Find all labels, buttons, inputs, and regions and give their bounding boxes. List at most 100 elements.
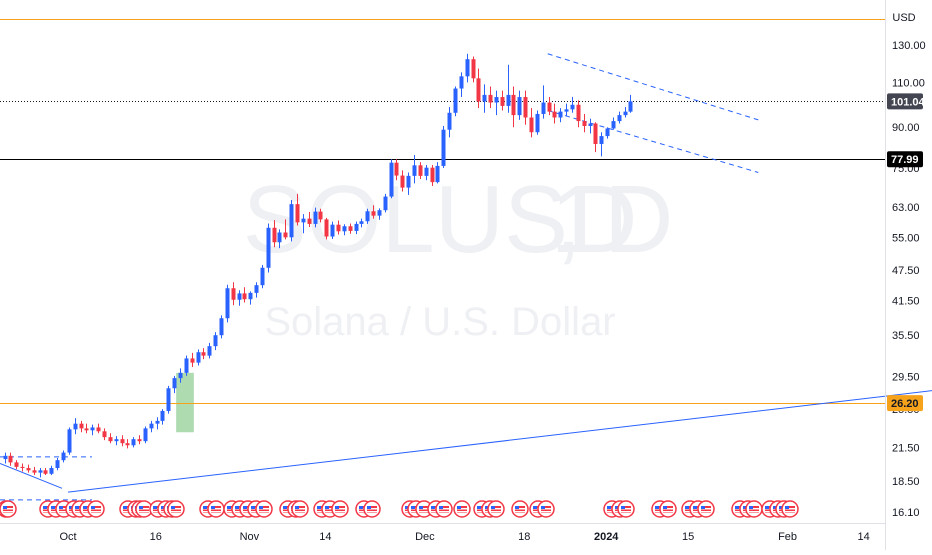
highlight-zone[interactable] bbox=[176, 372, 194, 433]
candle[interactable] bbox=[266, 223, 271, 273]
candle[interactable] bbox=[564, 103, 569, 117]
candle[interactable] bbox=[511, 86, 516, 128]
candle[interactable] bbox=[225, 284, 230, 323]
candle[interactable] bbox=[190, 352, 195, 367]
trendline-long-term-support[interactable] bbox=[67, 389, 932, 493]
candle[interactable] bbox=[383, 193, 388, 213]
candle[interactable] bbox=[365, 208, 370, 224]
candle[interactable] bbox=[313, 207, 318, 228]
candle[interactable] bbox=[348, 223, 353, 234]
candle[interactable] bbox=[84, 423, 89, 434]
candle[interactable] bbox=[108, 433, 113, 444]
left-trend-segment[interactable] bbox=[0, 463, 63, 489]
us-flag-icon[interactable] bbox=[537, 500, 555, 518]
candle[interactable] bbox=[324, 217, 329, 240]
us-flag-icon[interactable] bbox=[291, 500, 309, 518]
candle[interactable] bbox=[96, 423, 101, 434]
candle[interactable] bbox=[558, 108, 563, 123]
candle[interactable] bbox=[623, 107, 628, 118]
candle[interactable] bbox=[424, 165, 429, 181]
candle[interactable] bbox=[289, 199, 294, 242]
candle[interactable] bbox=[418, 162, 423, 179]
candle[interactable] bbox=[482, 84, 487, 113]
candle[interactable] bbox=[552, 103, 557, 124]
candle[interactable] bbox=[500, 90, 505, 111]
candle[interactable] bbox=[336, 220, 341, 235]
candle[interactable] bbox=[295, 193, 300, 226]
candle[interactable] bbox=[517, 90, 522, 120]
candle[interactable] bbox=[535, 110, 540, 135]
candle[interactable] bbox=[272, 220, 277, 248]
candle[interactable] bbox=[377, 208, 382, 220]
candle[interactable] bbox=[570, 97, 575, 113]
candle[interactable] bbox=[14, 460, 19, 470]
candle[interactable] bbox=[155, 417, 160, 430]
candle[interactable] bbox=[43, 468, 48, 475]
us-flag-icon[interactable] bbox=[363, 500, 381, 518]
candle[interactable] bbox=[160, 409, 165, 425]
candle[interactable] bbox=[541, 85, 546, 119]
candle[interactable] bbox=[237, 290, 242, 306]
candle[interactable] bbox=[283, 219, 288, 240]
candle[interactable] bbox=[547, 97, 552, 116]
candle[interactable] bbox=[371, 205, 376, 219]
candle[interactable] bbox=[412, 154, 417, 184]
us-flag-icon[interactable] bbox=[0, 500, 17, 518]
candle[interactable] bbox=[576, 100, 581, 128]
candle[interactable] bbox=[79, 420, 84, 433]
us-flag-icon[interactable] bbox=[255, 500, 273, 518]
candle[interactable] bbox=[465, 53, 470, 83]
candle[interactable] bbox=[523, 90, 528, 125]
candle[interactable] bbox=[593, 122, 598, 153]
candle[interactable] bbox=[529, 108, 534, 138]
candle[interactable] bbox=[447, 107, 452, 138]
candle[interactable] bbox=[196, 349, 201, 366]
candle[interactable] bbox=[3, 452, 8, 464]
candle[interactable] bbox=[184, 355, 189, 376]
candle[interactable] bbox=[61, 450, 66, 463]
trendlines[interactable] bbox=[0, 53, 932, 501]
trendline-channel-upper[interactable] bbox=[547, 53, 759, 121]
candle[interactable] bbox=[628, 94, 633, 113]
candle[interactable] bbox=[406, 172, 411, 195]
candle[interactable] bbox=[435, 162, 440, 184]
candle[interactable] bbox=[242, 287, 247, 303]
candle[interactable] bbox=[178, 368, 183, 383]
candle[interactable] bbox=[441, 125, 446, 168]
candle[interactable] bbox=[201, 348, 206, 360]
candle[interactable] bbox=[254, 282, 259, 298]
us-flag-icon[interactable] bbox=[87, 500, 105, 518]
candle[interactable] bbox=[32, 466, 37, 475]
candle[interactable] bbox=[248, 291, 253, 305]
currency-label[interactable]: USD bbox=[892, 12, 915, 24]
candle[interactable] bbox=[90, 424, 95, 436]
candle[interactable] bbox=[318, 208, 323, 223]
candle[interactable] bbox=[611, 117, 616, 130]
candle[interactable] bbox=[149, 420, 154, 433]
us-flag-icon[interactable] bbox=[617, 500, 635, 518]
trendline-channel-lower[interactable] bbox=[547, 109, 759, 173]
candle[interactable] bbox=[231, 282, 236, 306]
us-flag-icon[interactable] bbox=[415, 500, 433, 518]
candle[interactable] bbox=[207, 342, 212, 359]
candle[interactable] bbox=[20, 463, 25, 472]
us-flag-icon[interactable] bbox=[659, 500, 677, 518]
candle[interactable] bbox=[102, 428, 107, 441]
time-axis[interactable]: Oct 16 Nov 14 Dec 18 2024 15 Feb 14 bbox=[59, 531, 869, 543]
candle[interactable] bbox=[73, 418, 78, 435]
candle[interactable] bbox=[38, 468, 43, 478]
candle[interactable] bbox=[125, 439, 130, 449]
candle[interactable] bbox=[588, 118, 593, 134]
candle[interactable] bbox=[8, 452, 13, 466]
candle[interactable] bbox=[166, 385, 171, 414]
candle[interactable] bbox=[605, 127, 610, 139]
candle[interactable] bbox=[430, 165, 435, 186]
candle[interactable] bbox=[213, 332, 218, 351]
highlight-rect[interactable] bbox=[176, 372, 194, 433]
us-flag-icon[interactable] bbox=[167, 500, 185, 518]
candle[interactable] bbox=[394, 159, 399, 181]
us-flag-icon[interactable] bbox=[487, 500, 505, 518]
candle[interactable] bbox=[476, 68, 481, 109]
